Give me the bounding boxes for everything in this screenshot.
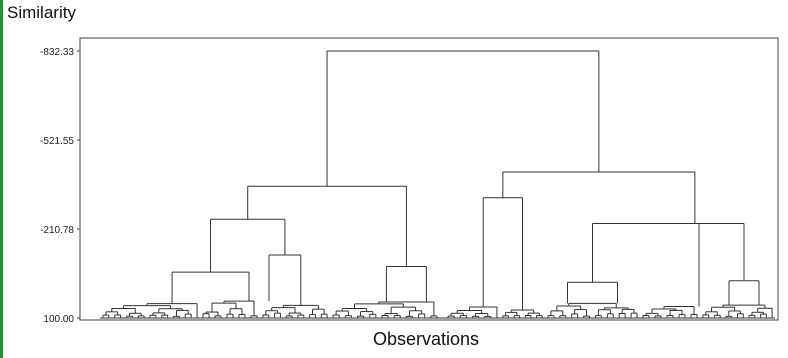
x-axis-label: Observations bbox=[373, 329, 480, 349]
y-tick-label: -210.78 bbox=[40, 225, 74, 236]
y-tick-label: -832.33 bbox=[40, 47, 74, 58]
y-axis-label: Similarity bbox=[7, 3, 76, 22]
y-tick-label: -521.55 bbox=[40, 136, 74, 147]
plot-frame bbox=[79, 37, 779, 321]
y-tick-label: 100.00 bbox=[43, 314, 74, 325]
left-accent-bar bbox=[0, 0, 3, 358]
